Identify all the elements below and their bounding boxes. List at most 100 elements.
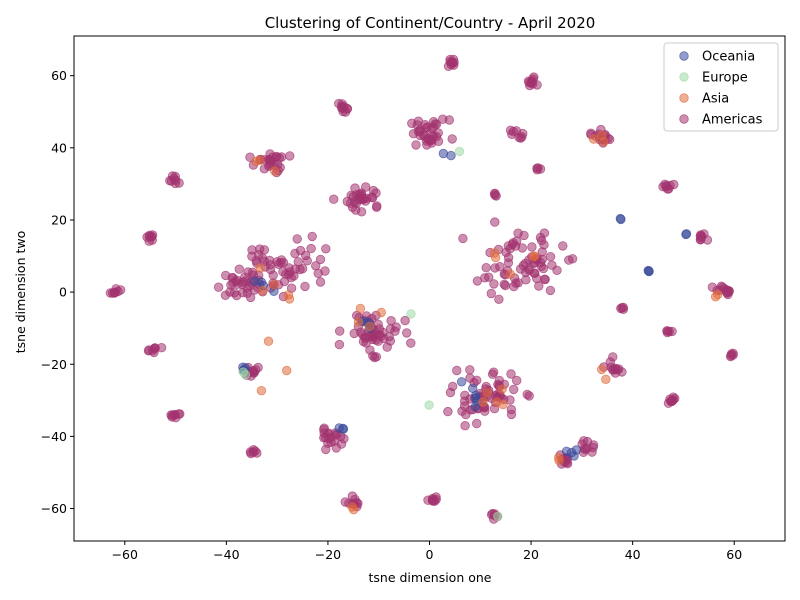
point-americas [234,264,245,274]
point-asia [599,137,609,147]
point-americas [385,324,396,334]
point-asia [597,364,607,375]
point-americas [245,447,256,457]
chart-title: Clustering of Continent/Country - April … [265,14,596,32]
point-americas [429,116,439,127]
point-asia [353,317,364,327]
point-asia [710,292,721,302]
point-americas [667,326,677,337]
point-americas [144,236,154,246]
point-americas [505,395,515,405]
x-tick-label: 0 [426,547,434,562]
point-americas [545,252,556,262]
point-asia [589,134,599,144]
y-tick-label: 40 [51,140,67,155]
point-americas [347,491,358,501]
point-americas [422,122,432,132]
point-americas [238,277,248,287]
point-americas [545,285,556,296]
legend: Oceania Europe Asia Americas [663,42,779,132]
point-americas [527,242,537,252]
point-asia [554,452,564,463]
y-tick-label: 60 [51,68,67,83]
point-americas [268,270,278,280]
point-americas [481,263,491,273]
point-asia [601,374,611,385]
point-americas [245,292,256,303]
point-asia [270,166,280,176]
point-americas [695,231,706,241]
point-europe [406,309,416,319]
point-americas [617,367,627,377]
point-americas [247,267,258,278]
point-americas [367,192,377,202]
x-tick-label: −20 [315,547,341,562]
points-layer [105,54,738,524]
legend-label: Oceania [702,50,755,65]
point-americas [342,196,353,207]
x-tick-label: 60 [726,547,742,562]
point-asia [497,384,507,394]
point-americas [365,345,375,355]
point-americas [285,151,295,161]
point-americas [315,254,326,265]
point-asia [482,388,492,398]
point-americas [351,198,362,209]
point-americas [319,423,329,433]
point-asia [283,290,294,300]
point-americas [300,281,310,292]
point-oceania [561,446,572,457]
point-americas [415,130,425,141]
legend-label: Asia [702,92,729,107]
point-americas [459,396,470,406]
y-tick-label: 0 [59,285,67,300]
point-europe [240,370,251,380]
point-americas [494,294,504,305]
point-americas [329,194,339,204]
legend-marker [679,51,689,61]
point-americas [361,182,371,192]
point-americas [147,345,158,356]
point-americas [427,134,437,145]
point-asia [258,285,268,296]
y-tick-label: −40 [41,429,67,444]
point-oceania [338,424,349,434]
legend-label: Americas [702,113,763,128]
point-americas [335,326,345,336]
x-axis-label: tsne dimension one [369,570,492,585]
point-americas [349,328,359,339]
point-asia [376,307,387,318]
point-americas [520,258,531,269]
point-americas [508,126,519,137]
point-americas [247,251,257,261]
point-asia [529,251,539,261]
point-americas [660,179,670,190]
legend-marker [679,72,689,82]
point-europe [424,400,434,410]
point-europe [493,511,503,522]
point-americas [356,207,367,217]
legend-marker [679,114,689,124]
point-americas [250,365,261,375]
point-asia [498,399,508,410]
point-americas [465,365,475,375]
point-americas [480,273,490,283]
point-asia [255,155,265,165]
point-americas [538,263,549,274]
point-americas [320,266,330,276]
point-oceania [616,214,626,225]
point-americas [480,406,490,416]
point-americas [272,257,282,267]
x-tick-label: 20 [523,547,539,562]
point-americas [558,241,568,251]
point-americas [489,279,499,289]
point-oceania [644,266,654,276]
point-americas [608,352,618,362]
point-americas [513,228,523,238]
point-americas [321,244,331,254]
point-americas [169,173,179,184]
point-americas [107,288,118,298]
point-americas [431,492,441,502]
point-americas [506,404,517,415]
